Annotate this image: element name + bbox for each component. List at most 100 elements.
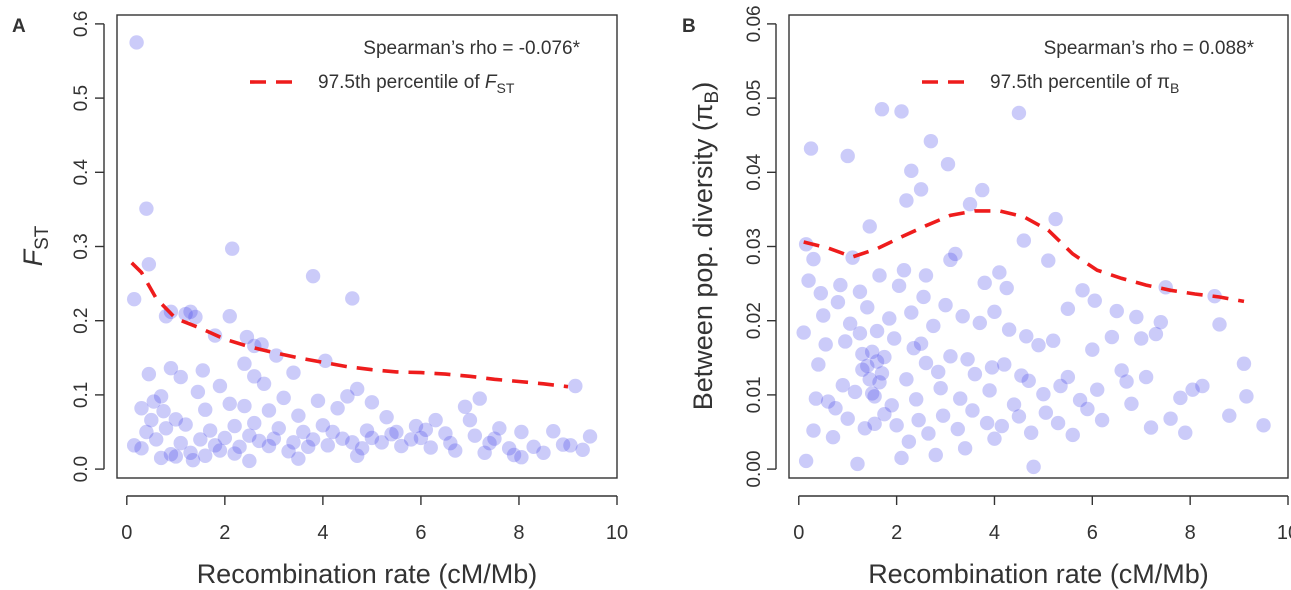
data-point (1060, 369, 1076, 385)
data-point (227, 418, 242, 434)
data-point (994, 418, 1010, 434)
data-point (423, 440, 438, 455)
data-point (291, 451, 306, 466)
data-point (852, 284, 868, 299)
data-point (1019, 329, 1034, 344)
data-point (965, 403, 980, 418)
data-point (862, 372, 877, 387)
data-point (833, 277, 848, 293)
data-point (325, 424, 340, 440)
y-axis-label: FST (18, 225, 53, 266)
data-point (1256, 418, 1271, 433)
data-point (913, 336, 929, 351)
panel-b: B 0 2 4 6 8 10 0.00 0.01 0.02 0.03 0.04 0.05 0.06 Reco… (682, 5, 1291, 589)
data-point (874, 366, 890, 381)
spearman-annotation: Spearman’s rho = -0.076* (363, 38, 580, 59)
panel-a: A 0 2 4 6 8 10 0.0 0.1 0.2 0.3 0.4 0.5 0.6 Recombinati… (12, 11, 628, 589)
y-tick-label: 0.6 (71, 11, 92, 37)
data-point (418, 422, 434, 437)
data-point (563, 438, 578, 453)
data-point (931, 364, 946, 380)
x-tick-label: 8 (1185, 522, 1196, 544)
y-tick-label: 0.5 (71, 85, 92, 111)
y-axis-label: Between pop. diversity (πB) (688, 82, 723, 410)
data-point (1212, 317, 1227, 332)
data-point (987, 304, 1002, 319)
data-point (872, 375, 887, 390)
data-point (300, 439, 316, 455)
data-point (487, 431, 502, 446)
percentile-line (130, 261, 569, 389)
data-point (462, 412, 478, 428)
y-tick-label: 0.0 (71, 456, 92, 482)
data-point (457, 399, 473, 414)
data-point (1104, 329, 1120, 345)
data-point (889, 418, 904, 433)
data-point (467, 428, 483, 443)
data-point (867, 416, 882, 432)
data-point (1129, 309, 1144, 325)
data-point (222, 309, 237, 324)
data-point (296, 424, 311, 440)
data-point (190, 384, 206, 400)
data-point (173, 369, 188, 385)
data-point (847, 384, 863, 400)
legend-entry: 97.5th percentile of FST (318, 72, 515, 96)
data-point (1138, 369, 1154, 385)
data-point (877, 349, 892, 365)
data-point (237, 398, 252, 414)
data-point (901, 434, 917, 449)
data-point (141, 257, 157, 272)
data-point (943, 252, 958, 268)
x-tick-label: 0 (121, 522, 132, 544)
data-point (286, 435, 301, 450)
data-point (938, 297, 953, 313)
data-point (884, 398, 899, 413)
x-tick-label: 2 (891, 522, 902, 544)
data-point (310, 393, 326, 409)
data-point (840, 148, 855, 164)
y-tick-label: 0.04 (744, 153, 765, 190)
data-point (146, 394, 161, 409)
data-point (923, 133, 939, 149)
y-axis-label-paren: ) (688, 82, 718, 91)
data-point (271, 421, 286, 436)
data-point (816, 308, 831, 323)
data-point (364, 430, 380, 446)
data-point (330, 401, 345, 416)
data-point (955, 309, 970, 324)
data-point (198, 448, 213, 463)
data-point (568, 378, 583, 394)
data-point (345, 291, 360, 306)
data-point (1178, 425, 1193, 440)
y-tick-label: 0.06 (744, 5, 765, 42)
data-point (354, 441, 370, 456)
data-point (904, 305, 919, 320)
data-point (808, 391, 824, 406)
data-point (962, 197, 978, 212)
data-point (1148, 326, 1164, 342)
data-point (1143, 420, 1159, 435)
data-point (286, 365, 301, 380)
data-point (237, 356, 252, 371)
data-point (501, 441, 517, 456)
y-tick-label: 0.01 (744, 376, 765, 413)
data-point (173, 435, 188, 451)
legend-entry-symbol: F (485, 72, 498, 93)
data-point (129, 35, 144, 50)
data-point (972, 315, 987, 331)
data-point (828, 401, 843, 416)
data-point (526, 439, 541, 455)
data-point (1021, 373, 1036, 388)
data-point (198, 402, 213, 417)
data-point (158, 421, 174, 436)
data-point (869, 354, 885, 369)
data-point (575, 442, 590, 458)
data-point (855, 362, 870, 377)
data-point (869, 323, 885, 339)
data-point (825, 429, 841, 445)
data-point (318, 353, 333, 368)
data-point (1109, 303, 1124, 319)
data-point (1053, 378, 1068, 394)
data-point (940, 156, 956, 172)
